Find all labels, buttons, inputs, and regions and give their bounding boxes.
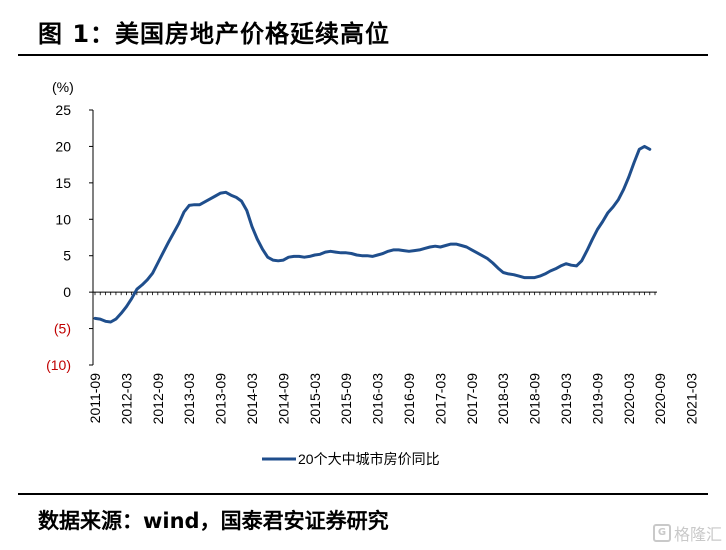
y-tick-label: 10 [55, 211, 71, 227]
chart-series [93, 144, 652, 324]
y-tick-label: (5) [54, 321, 71, 337]
series-line-20-city-home-price-yoy [93, 144, 652, 324]
bottom-rule [18, 493, 708, 495]
x-tick-label: 2015-03 [307, 373, 323, 425]
legend-label: 20个大中城市房价同比 [298, 451, 440, 467]
x-tick-label: 2020-03 [621, 373, 637, 425]
x-tick-label: 2019-03 [558, 373, 574, 425]
watermark-logo-icon: G [652, 524, 671, 542]
legend: 20个大中城市房价同比 [262, 451, 440, 467]
x-tick-label: 2017-09 [464, 373, 480, 425]
x-tick-label: 2016-09 [401, 373, 417, 425]
x-tick-label: 2019-09 [589, 373, 605, 425]
x-tick-label: 2012-09 [150, 373, 166, 425]
y-tick-label: (10) [46, 357, 71, 373]
x-tick-label: 2018-09 [527, 373, 543, 425]
chart-axes [89, 109, 657, 366]
y-tick-label: 20 [55, 138, 71, 154]
source-note: 数据来源：wind，国泰君安证券研究 [38, 509, 389, 533]
x-tick-label: 2011-09 [87, 373, 103, 424]
x-tick-label: 2013-03 [181, 373, 197, 425]
y-axis-labels: 25 20 15 10 5 0 (5) (10) [46, 102, 71, 373]
x-tick-label: 2015-09 [338, 373, 354, 425]
y-tick-label: 25 [55, 102, 71, 118]
x-tick-label: 2021-03 [684, 373, 700, 425]
x-tick-label: 2017-03 [432, 373, 448, 425]
figure-title: 图 1：美国房地产价格延续高位 [38, 20, 391, 48]
x-tick-label: 2014-09 [275, 373, 291, 425]
y-unit-label: (%) [52, 79, 74, 95]
x-tick-label: 2016-03 [370, 373, 386, 425]
x-tick-label: 2018-03 [495, 373, 511, 425]
y-tick-label: 15 [55, 175, 71, 191]
y-tick-label: 5 [63, 248, 71, 264]
top-rule [18, 54, 708, 56]
watermark: G 格隆汇 [652, 521, 722, 545]
x-tick-label: 2020-09 [652, 373, 668, 425]
x-axis-labels: 2011-09 2012-03 2012-09 2013-03 2013-09 2014-… [87, 373, 700, 425]
x-tick-label: 2014-03 [244, 373, 260, 425]
watermark-text: 格隆汇 [673, 525, 722, 544]
y-tick-label: 0 [63, 284, 71, 300]
x-tick-label: 2012-03 [118, 373, 134, 425]
x-tick-label: 2013-09 [213, 373, 229, 425]
